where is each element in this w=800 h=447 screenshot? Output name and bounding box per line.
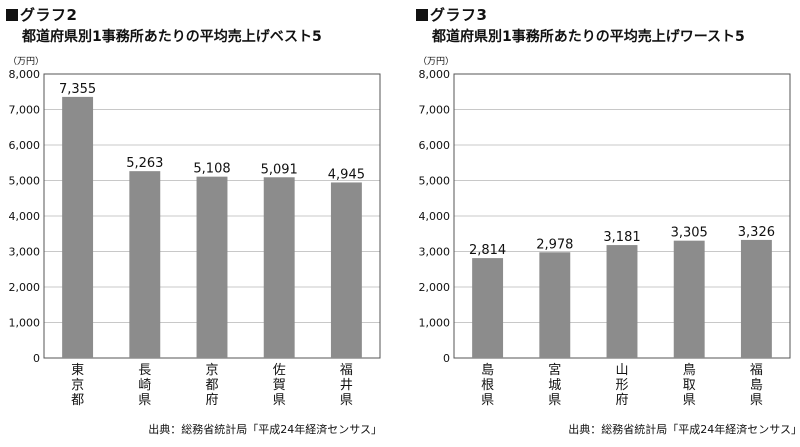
graph-label: グラフ2 — [6, 4, 77, 25]
bar — [129, 171, 161, 358]
chart-title: 都道府県別1事務所あたりの平均売上げワースト5 — [432, 29, 745, 45]
chart-title: 都道府県別1事務所あたりの平均売上げベスト5 — [22, 29, 322, 45]
bar — [539, 252, 571, 358]
y-tick-label: 6,000 — [419, 139, 451, 152]
data-label: 4,945 — [328, 167, 365, 182]
graph-label-text: グラフ2 — [20, 6, 78, 24]
x-category-label: 京都府 — [205, 363, 218, 408]
x-category-label: 福井県 — [340, 363, 353, 408]
y-tick-label: 1,000 — [419, 317, 451, 330]
y-axis-unit: （万円） — [418, 57, 455, 67]
y-tick-label: 0 — [443, 352, 450, 365]
data-label: 3,326 — [738, 225, 775, 240]
chart-svg-worst5: 0 1,000 2,000 3,000 4,000 5,000 6,000 7,000 8,00… — [419, 68, 791, 408]
data-label: 5,263 — [126, 156, 163, 171]
chart-svg-best5: 0 1,000 2,000 3,000 4,000 5,000 6,000 7,000 8,00… — [9, 68, 381, 408]
data-label: 3,305 — [671, 226, 708, 241]
source-note: 出典：総務省統計局「平成24年経済センサス」 — [568, 423, 800, 436]
y-tick-label: 5,000 — [419, 175, 451, 188]
y-tick-label: 8,000 — [419, 68, 451, 81]
y-axis-unit: （万円） — [8, 57, 45, 67]
data-label: 2,814 — [469, 243, 506, 258]
bar — [263, 177, 295, 358]
chart-panel-best5: 0 1,000 2,000 3,000 4,000 5,000 6,000 7,000 8,00… — [6, 4, 382, 436]
bar — [673, 240, 705, 358]
y-tick-label: 3,000 — [9, 246, 41, 259]
bar — [62, 96, 94, 359]
y-tick-label: 4,000 — [419, 210, 451, 223]
x-category-label: 山形府 — [615, 363, 628, 408]
data-label: 2,978 — [536, 237, 573, 252]
data-label: 7,355 — [59, 82, 96, 97]
chart-panel-worst5: 0 1,000 2,000 3,000 4,000 5,000 6,000 7,000 8,00… — [410, 0, 800, 447]
y-tick-label: 3,000 — [419, 246, 451, 259]
x-category-label: 東京都 — [71, 362, 84, 408]
graph-label: グラフ3 — [416, 4, 487, 25]
square-bullet-icon — [416, 9, 428, 21]
source-note: 出典：総務省統計局「平成24年経済センサス」 — [148, 423, 382, 436]
x-category-label: 島根県 — [481, 363, 494, 408]
x-category-label: 福島県 — [750, 363, 763, 408]
x-category-label: 宮城県 — [548, 362, 561, 408]
graph-label-text: グラフ3 — [430, 6, 488, 24]
bar — [606, 245, 638, 358]
square-bullet-icon — [6, 9, 18, 21]
y-tick-label: 8,000 — [9, 68, 41, 81]
bar — [740, 239, 772, 358]
data-label: 3,181 — [603, 230, 640, 245]
y-tick-label: 6,000 — [9, 139, 41, 152]
data-label: 5,091 — [261, 162, 298, 177]
bar — [330, 182, 362, 358]
y-tick-label: 7,000 — [419, 104, 451, 117]
bar — [472, 258, 504, 358]
y-tick-label: 7,000 — [9, 104, 41, 117]
x-category-label: 佐賀県 — [273, 363, 286, 408]
bar — [196, 176, 228, 358]
y-tick-label: 4,000 — [9, 210, 41, 223]
y-tick-label: 2,000 — [419, 281, 451, 294]
y-tick-label: 1,000 — [9, 317, 41, 330]
y-tick-label: 2,000 — [9, 281, 41, 294]
x-category-label: 鳥取県 — [683, 363, 696, 408]
y-tick-label: 0 — [33, 352, 40, 365]
data-label: 5,108 — [193, 162, 230, 177]
y-tick-label: 5,000 — [9, 175, 41, 188]
x-category-label: 長崎県 — [138, 363, 151, 408]
